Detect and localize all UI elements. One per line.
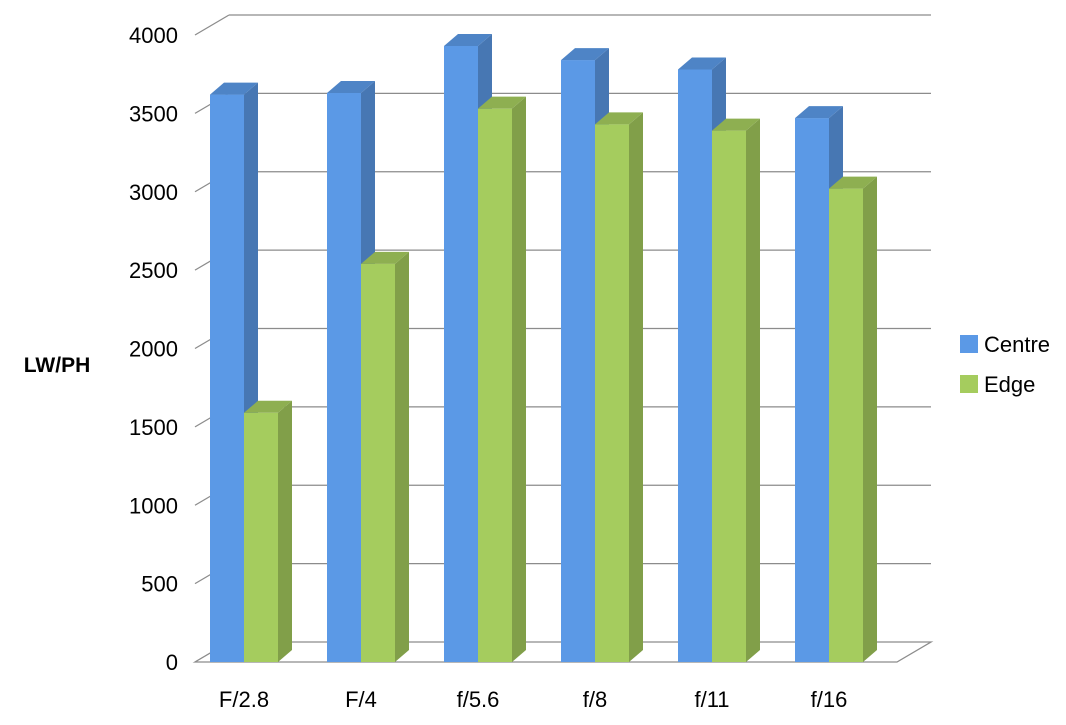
bar-front bbox=[678, 69, 712, 663]
bar-front bbox=[210, 94, 244, 662]
bar bbox=[244, 400, 292, 662]
bar-side bbox=[746, 118, 760, 663]
y-axis-ticks: 0 500 1000 1500 2000 2500 3000 3500 4000 bbox=[129, 23, 178, 675]
y-tick-label: 4000 bbox=[129, 23, 178, 48]
y-axis-label: LW/PH bbox=[24, 354, 91, 377]
bar-top bbox=[361, 251, 409, 264]
y-tick-label: 0 bbox=[166, 650, 178, 675]
x-tick-label: F/2.8 bbox=[219, 687, 269, 712]
x-tick-label: f/16 bbox=[811, 687, 848, 712]
bar-front bbox=[829, 188, 863, 663]
bar-side bbox=[278, 400, 292, 662]
y-tick-label: 3000 bbox=[129, 180, 178, 205]
bar-top bbox=[478, 96, 526, 109]
bar-top bbox=[444, 33, 492, 46]
y-tick-label: 3500 bbox=[129, 101, 178, 126]
y-tick-label: 2000 bbox=[129, 337, 178, 362]
y-tick-label: 500 bbox=[141, 572, 178, 597]
bar-front bbox=[595, 124, 629, 662]
bar-front bbox=[795, 118, 829, 662]
y-tick-label: 1500 bbox=[129, 415, 178, 440]
legend-item: Edge bbox=[960, 372, 1035, 397]
bar bbox=[361, 251, 409, 663]
x-tick-label: f/11 bbox=[694, 687, 729, 712]
legend-item: Centre bbox=[960, 332, 1050, 357]
bar-side bbox=[395, 251, 409, 663]
bar-front bbox=[327, 92, 361, 662]
bar-top bbox=[595, 112, 643, 125]
bars bbox=[210, 33, 877, 663]
legend-label: Centre bbox=[984, 332, 1050, 357]
bar-front bbox=[561, 60, 595, 662]
bar-front bbox=[361, 263, 395, 662]
bar bbox=[829, 176, 877, 663]
bar-top bbox=[712, 118, 760, 131]
legend-swatch bbox=[960, 375, 978, 393]
bar-front bbox=[478, 108, 512, 663]
x-tick-label: f/5.6 bbox=[457, 687, 500, 712]
bar-side bbox=[863, 176, 877, 663]
y-tick-label: 2500 bbox=[129, 258, 178, 283]
gridline-diagonal bbox=[194, 14, 230, 36]
bar-front bbox=[444, 45, 478, 663]
bar-top bbox=[210, 82, 258, 95]
legend-label: Edge bbox=[984, 372, 1035, 397]
bar-top bbox=[829, 176, 877, 189]
legend: Centre Edge bbox=[960, 332, 1050, 397]
x-axis-ticks: F/2.8 F/4 f/5.6 f/8 f/11 f/16 bbox=[219, 687, 847, 712]
bar-top bbox=[561, 48, 609, 61]
bar-side bbox=[512, 96, 526, 663]
bar-top bbox=[678, 57, 726, 70]
bar-top bbox=[244, 400, 292, 413]
x-tick-label: f/8 bbox=[583, 687, 607, 712]
x-tick-label: F/4 bbox=[345, 687, 377, 712]
bar bbox=[712, 118, 760, 663]
bar bbox=[478, 96, 526, 663]
bar-top bbox=[795, 106, 843, 119]
bar-side bbox=[629, 112, 643, 662]
bar bbox=[595, 112, 643, 662]
bar-top bbox=[327, 80, 375, 93]
bar-front bbox=[712, 130, 746, 662]
y-tick-label: 1000 bbox=[129, 493, 178, 518]
bar-front bbox=[244, 412, 278, 662]
legend-swatch bbox=[960, 335, 978, 353]
